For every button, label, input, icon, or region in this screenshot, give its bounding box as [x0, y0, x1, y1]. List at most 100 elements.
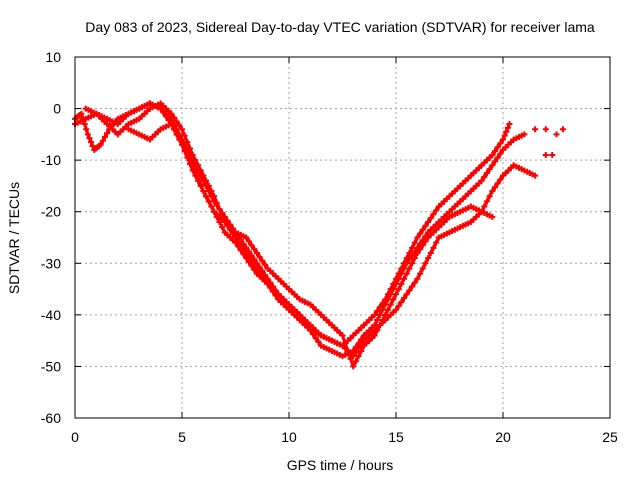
data-point: [237, 247, 244, 254]
data-point: [243, 255, 250, 262]
data-point: [312, 335, 319, 342]
data-point: [390, 286, 397, 293]
data-point: [101, 133, 108, 140]
data-point: [427, 215, 434, 222]
data-point: [89, 142, 96, 149]
data-point: [433, 239, 440, 246]
data-point: [417, 270, 424, 277]
data-point: [248, 262, 255, 269]
data-point: [272, 292, 279, 299]
data-point: [200, 172, 207, 179]
data-point: [382, 301, 389, 308]
data-point: [232, 239, 239, 246]
data-point: [489, 188, 496, 195]
data-point: [409, 283, 416, 290]
data-point: [197, 167, 204, 174]
x-tick-label: 20: [495, 429, 511, 445]
grid: [75, 57, 610, 418]
data-point: [411, 255, 418, 262]
data-point: [371, 311, 378, 318]
data-point: [344, 347, 351, 354]
data-point: [195, 162, 202, 169]
data-point: [374, 317, 381, 324]
plot-frame: [74, 56, 611, 419]
data-point: [187, 145, 194, 152]
data-point: [417, 246, 424, 253]
data-point: [379, 317, 386, 324]
data-point: [489, 162, 496, 169]
data-point: [497, 140, 504, 147]
data-point: [358, 347, 365, 354]
data-point: [251, 266, 258, 273]
data-point: [170, 126, 177, 133]
data-point: [251, 246, 258, 253]
data-point: [157, 105, 164, 112]
data-point: [184, 139, 191, 146]
x-tick-label: 5: [178, 429, 186, 445]
series-layer: [72, 100, 566, 370]
data-point: [382, 311, 389, 318]
data-point: [81, 121, 88, 128]
data-point: [483, 198, 490, 205]
data-point: [173, 118, 180, 125]
data-point: [398, 298, 405, 305]
data-point: [192, 172, 199, 179]
chart-title: Day 083 of 2023, Sidereal Day-to-day VTE…: [85, 19, 595, 35]
data-point: [203, 177, 210, 184]
data-point: [409, 260, 416, 267]
data-point: [503, 128, 510, 135]
data-point: [430, 211, 437, 218]
data-point: [269, 288, 276, 295]
data-point: [387, 291, 394, 298]
data-point: [245, 258, 252, 265]
y-tick-label: 10: [45, 49, 61, 65]
data-point: [489, 213, 496, 220]
data-point: [542, 151, 549, 158]
data-point: [401, 265, 408, 272]
data-point: [168, 110, 175, 117]
data-point: [481, 203, 488, 210]
data-point: [176, 136, 183, 143]
data-point: [411, 239, 418, 246]
data-point: [486, 166, 493, 173]
data-point: [398, 270, 405, 277]
data-point: [497, 176, 504, 183]
data-point: [433, 207, 440, 214]
data-point: [427, 249, 434, 256]
data-point: [208, 188, 215, 195]
data-point: [532, 172, 539, 179]
x-tick-label: 15: [388, 429, 404, 445]
data-point: [494, 154, 501, 161]
data-point: [379, 306, 386, 313]
data-point: [176, 122, 183, 129]
tick-labels: 0 5 10 15 20 25 10 0 -10 -20 -30 -40 -50 -60: [41, 49, 618, 445]
data-point: [339, 332, 346, 339]
data-point: [374, 327, 381, 334]
x-tick-label: 25: [602, 429, 618, 445]
y-tick-label: -10: [41, 152, 61, 168]
data-point: [504, 124, 511, 131]
data-point: [88, 139, 95, 146]
data-point: [203, 193, 210, 200]
data-point: [406, 265, 413, 272]
data-point: [395, 286, 402, 293]
data-point: [532, 126, 539, 133]
data-point: [414, 249, 421, 256]
data-point: [506, 121, 513, 128]
series-track-c: [125, 121, 539, 360]
data-point: [376, 311, 383, 318]
data-point: [478, 177, 485, 184]
data-point: [187, 161, 194, 168]
data-point: [179, 141, 185, 148]
data-point: [393, 280, 399, 287]
data-point: [521, 131, 528, 138]
data-point: [184, 154, 191, 161]
data-point: [481, 173, 488, 180]
data-point: [104, 130, 111, 137]
data-point: [494, 144, 501, 151]
data-point: [491, 158, 498, 165]
data-point: [398, 280, 405, 287]
data-point: [315, 338, 322, 345]
data-point: [216, 206, 223, 213]
data-point: [497, 150, 504, 157]
